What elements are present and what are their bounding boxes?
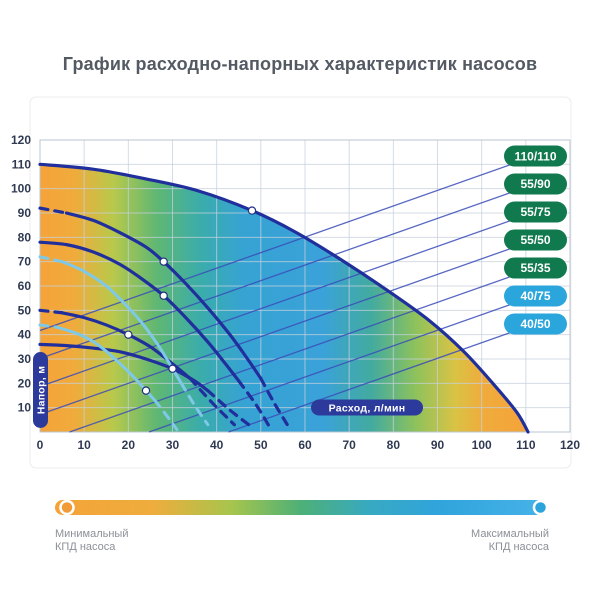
badges-layer: 110/110 55/90 55/75 55/50 55/35 40/75 40/50 [504,145,567,335]
x-axis-label-box: Расход, л/мин [311,399,423,416]
operating-point-marker [247,206,257,215]
leader-line [39,209,540,388]
min-efficiency-point [59,499,75,516]
operating-points-layer [124,206,257,395]
efficiency-legend: Минимальный КПД насоса Максимальный КПД … [55,499,550,553]
max-efficiency-point [532,499,549,516]
y-axis-label-box: Напор, м [33,352,48,428]
badge-label: 40/50 [520,317,550,331]
y-tick-label: 20 [18,376,32,390]
y-tick-label: 90 [18,206,32,220]
pump-curve-55-75 [237,379,272,429]
y-tick-label: 110 [12,157,32,171]
x-tick-label: 80 [387,438,401,452]
plot-border [39,139,571,433]
badge-55-75 [504,201,567,223]
x-tick-label: 50 [254,438,268,452]
x-tick-label: 10 [77,438,91,452]
leader-line [228,321,540,433]
operating-point-marker [141,386,151,395]
x-tick-label: 110 [516,438,536,452]
pump-curve-40-75 [179,381,210,427]
leader-line [39,237,540,416]
badge-label: 55/75 [520,205,550,219]
leader-line [39,181,540,360]
max-efficiency-label-line1: Максимальный [471,528,549,540]
x-tick-label: 20 [122,438,136,452]
y-tick-label: 70 [18,255,32,269]
operating-point-marker [159,291,168,300]
x-tick-label: 120 [560,438,580,452]
operating-point-marker [124,330,133,339]
efficiency-area [40,164,529,433]
x-tick-label: 0 [37,438,44,452]
pump-curve-55-50 [188,376,236,427]
y-tick-label: 50 [18,303,32,317]
pump-curve-110-110 [38,162,530,434]
y-tick-label: 80 [18,230,32,244]
pump-curve-40-50 [38,323,60,329]
pump-curve-55-50 [38,308,64,315]
y-tick-label: 30 [18,352,32,366]
pump-curve-55-35 [38,342,210,393]
badge-55-35 [504,257,567,279]
efficiency-area-layer [40,164,529,433]
badge-40-50 [504,313,567,335]
pump-curve-55-75 [38,240,241,383]
y-tick-label: 100 [11,182,31,196]
badge-label: 40/75 [520,289,550,303]
min-efficiency-label-line1: Минимальный [55,528,128,540]
x-tick-label: 60 [298,438,312,452]
pump-curve-55-90 [38,206,69,215]
x-axis-label-background [311,399,423,416]
pump-curve-40-75 [38,255,64,264]
leader-line [148,293,540,433]
badge-40-75 [504,285,567,307]
badge-110-110 [504,145,567,167]
x-tick-label: 90 [431,438,445,452]
x-tick-label: 40 [210,438,224,452]
badge-label: 55/35 [520,261,550,275]
x-tick-label: 30 [166,438,180,452]
x-tick-label: 100 [472,438,492,452]
x-tick-label: 70 [342,438,356,452]
y-tick-label: 60 [18,279,32,293]
badge-label: 110/110 [514,149,556,163]
min-efficiency-label-line2: КПД насоса [55,541,116,553]
max-efficiency-label-line2: КПД насоса [489,541,550,553]
badge-label: 55/50 [520,233,550,247]
pump-curve-55-90 [64,211,263,381]
y-axis-label: Напор, м [36,366,48,415]
chart-card-border [29,96,572,469]
operating-point-marker [168,364,177,373]
badge-label: 55/90 [520,177,550,191]
x-axis-label: Расход, л/мин [329,403,406,415]
y-tick-label: 40 [18,328,32,342]
operating-point-marker [159,257,168,266]
y-axis-label-background [33,352,48,428]
badge-55-50 [504,229,567,251]
pump-curve-55-90 [259,376,289,427]
y-tick-label: 10 [18,401,32,415]
pump-curve-55-35 [206,389,254,429]
ticks-layer: 0 10 20 30 40 50 60 70 80 90 100 110 120 10 20 30 40 50 60… [11,133,580,452]
badge-55-90 [504,173,567,195]
pump-curve-40-50 [153,398,179,432]
y-tick-label: 120 [11,133,31,147]
leader-line [69,265,540,433]
page-title: График расходно-напорных характеристик н… [62,54,538,74]
efficiency-gradient-bar [55,500,547,515]
